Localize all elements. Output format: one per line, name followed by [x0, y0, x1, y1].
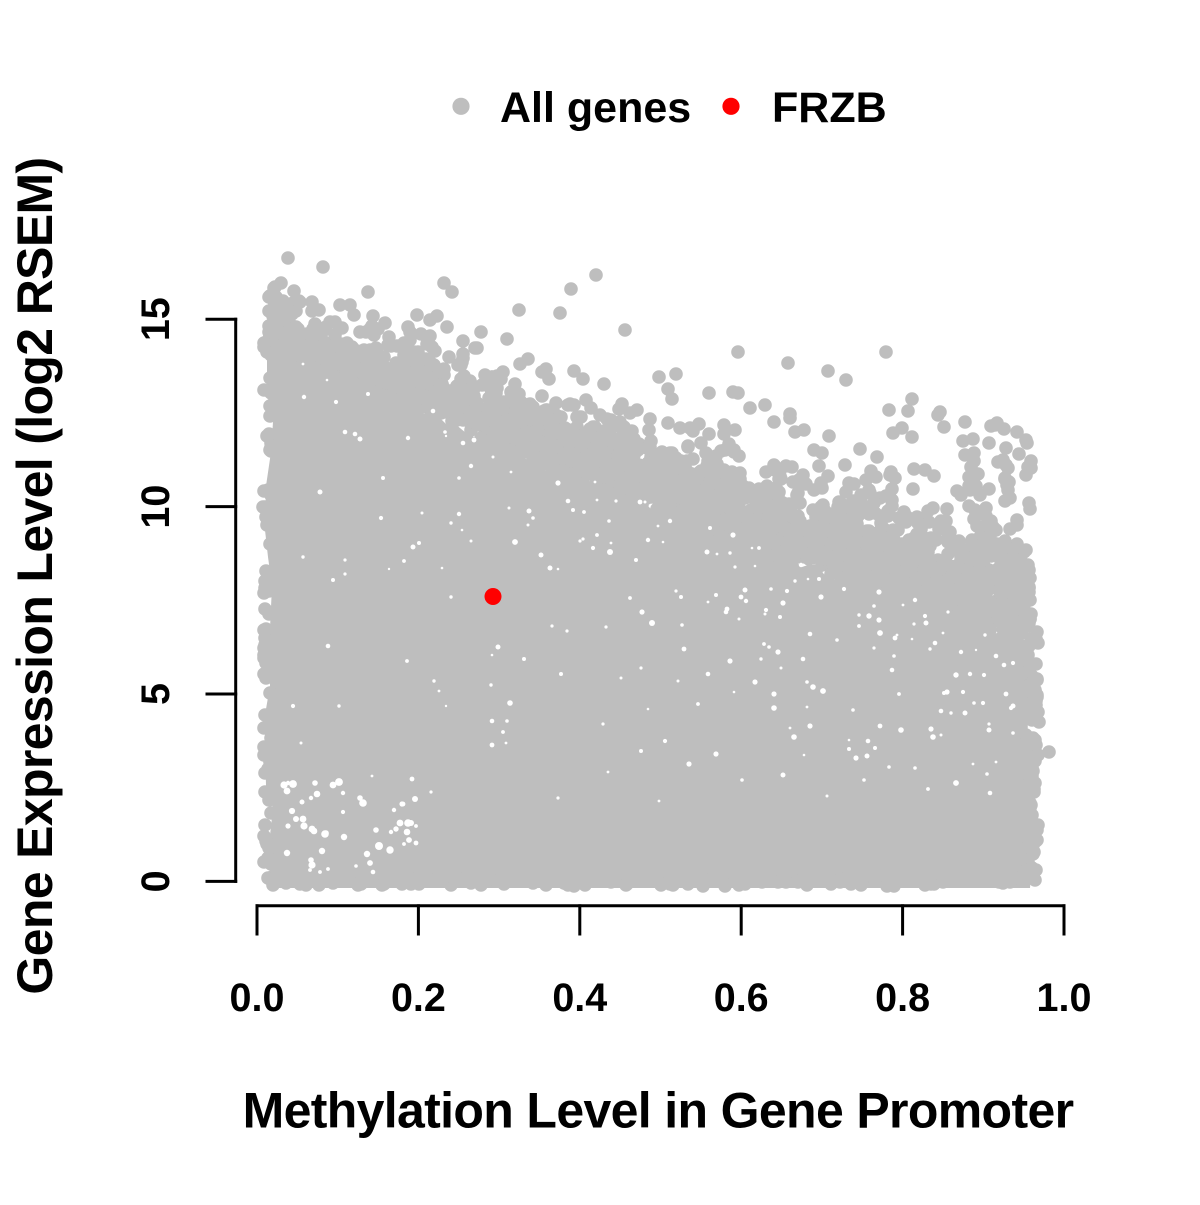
- svg-text:0.0: 0.0: [230, 976, 285, 1020]
- svg-text:15: 15: [134, 297, 178, 341]
- svg-text:0.8: 0.8: [875, 976, 930, 1020]
- svg-text:0.4: 0.4: [552, 976, 607, 1020]
- svg-text:0.6: 0.6: [714, 976, 769, 1020]
- svg-text:5: 5: [134, 683, 178, 705]
- svg-text:0: 0: [134, 870, 178, 892]
- svg-text:10: 10: [134, 485, 178, 529]
- svg-text:1.0: 1.0: [1037, 976, 1092, 1020]
- svg-text:Methylation Level in Gene Prom: Methylation Level in Gene Promoter: [243, 1083, 1074, 1139]
- svg-text:Gene Expression Level (log2 RS: Gene Expression Level (log2 RSEM): [7, 157, 63, 994]
- svg-text:FRZB: FRZB: [772, 84, 887, 132]
- svg-text:0.2: 0.2: [391, 976, 446, 1020]
- svg-text:All genes: All genes: [500, 84, 691, 132]
